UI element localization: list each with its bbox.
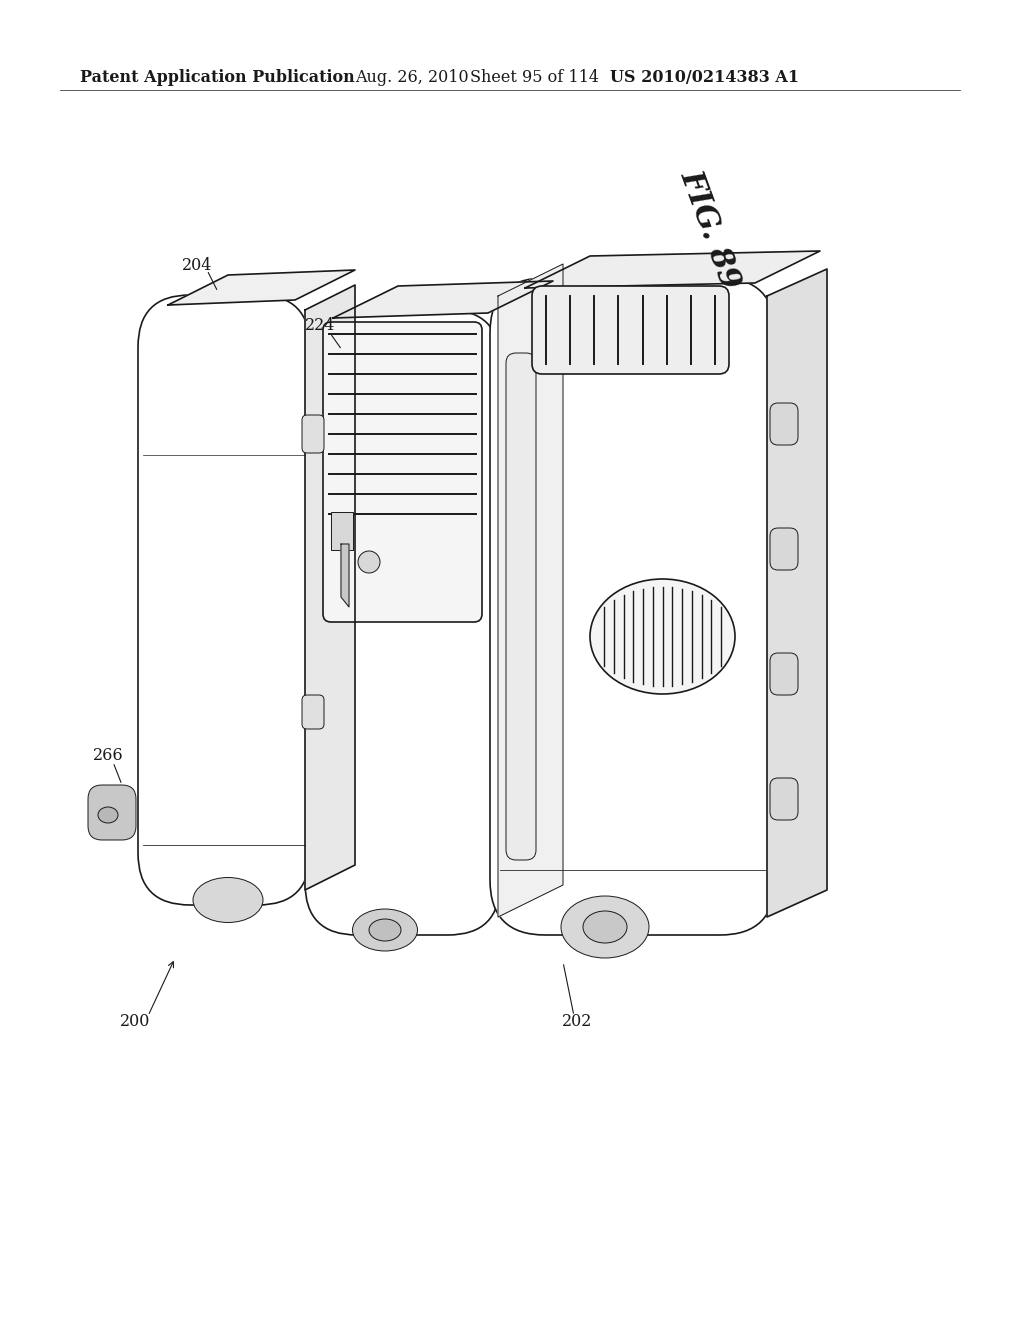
Text: 204: 204 [182, 256, 212, 273]
Text: Sheet 95 of 114: Sheet 95 of 114 [470, 70, 599, 87]
Ellipse shape [561, 896, 649, 958]
FancyBboxPatch shape [138, 294, 310, 906]
FancyBboxPatch shape [302, 414, 324, 453]
Polygon shape [498, 264, 563, 917]
Ellipse shape [193, 878, 263, 923]
Polygon shape [168, 271, 355, 305]
FancyBboxPatch shape [770, 403, 798, 445]
Circle shape [358, 550, 380, 573]
Ellipse shape [98, 807, 118, 822]
FancyBboxPatch shape [490, 279, 775, 935]
Text: US 2010/0214383 A1: US 2010/0214383 A1 [610, 70, 799, 87]
Text: 224: 224 [305, 318, 335, 334]
Ellipse shape [590, 579, 735, 694]
FancyBboxPatch shape [88, 785, 136, 840]
FancyBboxPatch shape [305, 310, 500, 935]
FancyBboxPatch shape [770, 653, 798, 696]
Text: 202: 202 [562, 1014, 592, 1031]
Polygon shape [305, 285, 355, 890]
Text: FIG. 89: FIG. 89 [674, 166, 745, 294]
FancyBboxPatch shape [770, 528, 798, 570]
FancyBboxPatch shape [302, 696, 324, 729]
Polygon shape [767, 269, 827, 917]
Polygon shape [341, 544, 349, 607]
Text: 200: 200 [120, 1014, 151, 1031]
Ellipse shape [583, 911, 627, 942]
Ellipse shape [369, 919, 401, 941]
FancyBboxPatch shape [770, 777, 798, 820]
Polygon shape [333, 281, 553, 318]
Ellipse shape [352, 909, 418, 950]
Text: Aug. 26, 2010: Aug. 26, 2010 [355, 70, 469, 87]
Bar [331, 512, 353, 550]
Text: Patent Application Publication: Patent Application Publication [80, 70, 354, 87]
FancyBboxPatch shape [323, 322, 482, 622]
FancyBboxPatch shape [532, 286, 729, 374]
Text: 266: 266 [93, 747, 123, 763]
Polygon shape [525, 251, 820, 288]
FancyBboxPatch shape [506, 352, 536, 861]
